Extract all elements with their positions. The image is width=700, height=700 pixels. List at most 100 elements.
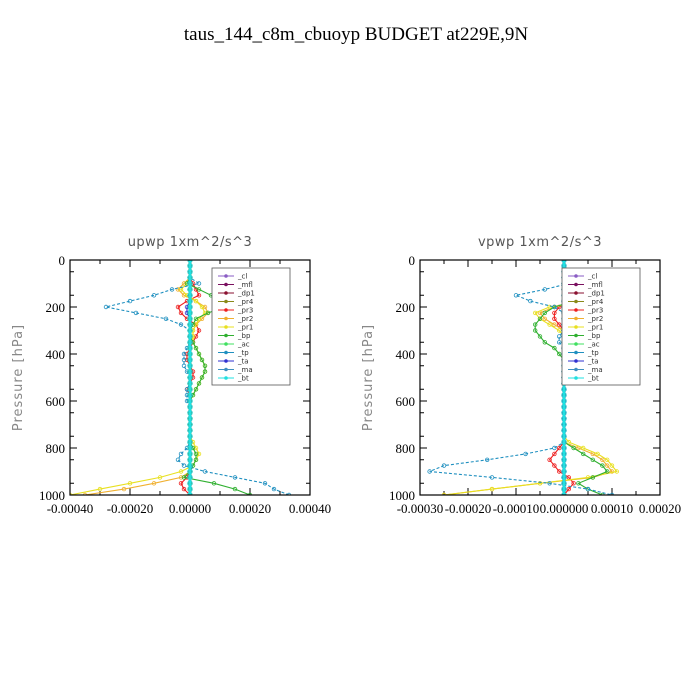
chart0-point-pr1 bbox=[199, 304, 205, 310]
chart0-point-bt bbox=[187, 339, 193, 345]
chart1-point-bt bbox=[561, 421, 567, 428]
chart1-point-bp bbox=[552, 345, 557, 351]
chart0-series-group bbox=[70, 260, 292, 495]
chart0-point-tp bbox=[178, 451, 184, 457]
chart1-point-bt bbox=[561, 433, 567, 439]
chart0-point-pr2 bbox=[121, 486, 127, 492]
chart0-point-bp bbox=[196, 381, 202, 386]
chart1-xtick-label: 0.00010 bbox=[591, 501, 633, 516]
chart0-point-bt bbox=[187, 316, 193, 322]
chart0-legend-label: _tp bbox=[237, 349, 249, 357]
chart0-point-bp bbox=[202, 369, 208, 374]
chart0-legend-marker bbox=[224, 350, 228, 355]
chart1-point-bp bbox=[576, 481, 581, 486]
chart1-point-bt bbox=[561, 486, 567, 492]
chart1-legend-label: _bp bbox=[587, 332, 601, 340]
chart0-point-bt bbox=[187, 427, 193, 433]
chart0-point-tp bbox=[169, 287, 175, 292]
chart1-point-pr2 bbox=[605, 463, 610, 468]
chart0-legend-label: _mfl bbox=[237, 281, 253, 289]
chart0-point-bt bbox=[187, 351, 193, 357]
chart0-point-bt bbox=[187, 363, 193, 369]
chart1-point-bt bbox=[561, 410, 567, 416]
chart0-point-bt bbox=[187, 280, 193, 287]
chart0-legend-marker bbox=[224, 299, 228, 304]
chart1-legend-marker bbox=[574, 350, 578, 355]
chart1-point-bt bbox=[561, 427, 567, 433]
chart1-point-bp bbox=[600, 463, 605, 468]
chart1-point-bt bbox=[561, 392, 567, 398]
chart0-point-bt bbox=[187, 380, 193, 386]
chart1-point-bt bbox=[561, 386, 567, 392]
chart1-point-pr1 bbox=[441, 492, 447, 495]
chart1-point-pr3 bbox=[557, 322, 562, 327]
chart1-legend-label: _ta bbox=[587, 358, 599, 366]
chart0-point-pr2 bbox=[199, 316, 205, 321]
chart0-point-bt bbox=[187, 439, 193, 445]
chart0-point-pr2 bbox=[175, 287, 181, 292]
chart0-point-bt bbox=[187, 404, 193, 410]
chart0-point-tp bbox=[163, 316, 169, 321]
chart1-point-tp bbox=[547, 481, 552, 486]
chart1-legend-marker bbox=[574, 299, 578, 304]
chart0-point-bp bbox=[247, 492, 253, 495]
chart0-point-bt bbox=[187, 474, 193, 480]
chart0-point-bt bbox=[187, 269, 193, 275]
chart0-point-bp bbox=[199, 375, 205, 380]
chart0-point-pr1 bbox=[157, 475, 163, 480]
chart1-xtick-label: -0.00010 bbox=[493, 501, 540, 516]
chart1-legend-marker bbox=[574, 316, 578, 321]
chart0-legend-label: _pr3 bbox=[237, 307, 253, 315]
chart0-point-bt bbox=[187, 480, 193, 486]
chart1-point-bt bbox=[561, 445, 567, 451]
chart0-point-tp bbox=[196, 281, 202, 286]
chart1-legend-marker bbox=[574, 376, 578, 380]
chart1-point-bp bbox=[537, 316, 543, 321]
plot-upwp: upwp 1xm^2/s^3 Pressure [hPa] 0 200 400 600 80… bbox=[11, 235, 331, 516]
chart1-point-bp bbox=[605, 469, 610, 474]
chart0-point-bt bbox=[187, 321, 193, 328]
chart0-point-bp bbox=[193, 457, 199, 462]
chart0-ytick-label: 200 bbox=[46, 300, 66, 315]
chart0-point-tp bbox=[133, 310, 139, 316]
chart0-point-pr3 bbox=[178, 481, 184, 486]
chart1-point-pr3 bbox=[571, 481, 576, 486]
chart1-point-tp bbox=[513, 293, 519, 298]
chart1-ytick-label: 600 bbox=[396, 394, 416, 409]
chart0-point-pr2 bbox=[181, 281, 187, 286]
chart1-legend-label: _tp bbox=[587, 349, 599, 357]
chart1-point-tp bbox=[557, 334, 562, 339]
chart0-legend-marker bbox=[224, 274, 228, 278]
chart1-point-bt bbox=[561, 451, 567, 457]
chart1-point-pr2 bbox=[552, 322, 557, 327]
chart1-point-tp bbox=[585, 486, 591, 492]
chart0-point-bt bbox=[187, 345, 193, 351]
chart1-point-tp bbox=[609, 492, 615, 495]
chart1-point-pr1 bbox=[547, 322, 552, 327]
chart0-point-bt bbox=[187, 398, 193, 404]
chart1-legend-label: _pr4 bbox=[587, 298, 604, 306]
chart0-point-pr3 bbox=[196, 293, 202, 298]
chart1-legend-marker bbox=[574, 325, 578, 329]
chart0-legend-label: _ac bbox=[237, 341, 250, 349]
chart1-point-bp bbox=[590, 475, 595, 480]
chart0-point-pr2 bbox=[178, 475, 184, 480]
chart1-point-pr1 bbox=[609, 463, 615, 468]
chart1-point-pr3 bbox=[566, 486, 571, 492]
chart1-legend-marker bbox=[574, 342, 578, 346]
chart0-ylabel: Pressure [hPa] bbox=[11, 324, 26, 431]
chart1-point-pr3 bbox=[552, 451, 557, 457]
chart1-point-pr2 bbox=[542, 316, 547, 321]
chart1-point-pr3 bbox=[552, 316, 557, 321]
chart0-point-pr2 bbox=[202, 304, 208, 310]
chart1-point-pr1 bbox=[547, 304, 552, 310]
chart1-xtick-label: 0.00020 bbox=[639, 501, 681, 516]
chart1-point-pr1 bbox=[614, 469, 619, 474]
chart0-point-bp bbox=[205, 310, 211, 316]
chart0-point-tp bbox=[181, 357, 187, 363]
chart1-point-tp bbox=[557, 340, 562, 345]
chart0-point-pr2 bbox=[151, 481, 157, 486]
chart0-point-bp bbox=[193, 387, 199, 392]
chart1-point-bt bbox=[561, 468, 567, 475]
chart0-point-bt bbox=[187, 260, 193, 263]
